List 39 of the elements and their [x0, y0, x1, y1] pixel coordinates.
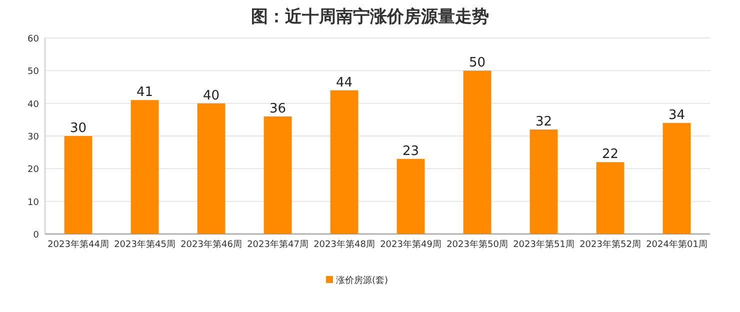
bar	[64, 136, 92, 234]
x-tick-label: 2023年第47周	[247, 239, 308, 250]
data-label: 23	[402, 144, 420, 159]
x-tick-label: 2023年第45周	[114, 239, 176, 250]
x-tick-label: 2023年第51周	[513, 239, 574, 250]
bar	[396, 158, 425, 234]
y-tick-label: 30	[28, 132, 40, 142]
data-label: 22	[602, 147, 619, 162]
data-label: 32	[535, 114, 552, 130]
x-tick-label: 2023年第44周	[48, 239, 109, 250]
data-label: 30	[70, 121, 87, 136]
data-label: 36	[269, 101, 286, 116]
x-tick-label: 2023年第50周	[446, 239, 508, 250]
bar	[197, 103, 226, 234]
data-label: 50	[468, 56, 486, 71]
y-tick-label: 40	[28, 100, 40, 110]
bar	[130, 100, 159, 234]
y-tick-label: 0	[33, 230, 40, 240]
x-tick-label: 2023年第46周	[180, 239, 242, 250]
y-tick-label: 50	[28, 67, 40, 78]
x-tick-label: 2023年第48周	[314, 239, 375, 250]
bar	[662, 122, 691, 234]
y-tick-label: 60	[28, 34, 40, 44]
chart-title: 图：近十周南宁涨价房源量走势	[251, 7, 489, 27]
data-label: 44	[336, 75, 353, 90]
bar	[530, 129, 558, 234]
bar	[264, 116, 292, 234]
legend-label: 涨价房源(套)	[336, 275, 388, 286]
bar	[330, 90, 358, 234]
data-label: 34	[668, 108, 686, 123]
x-tick-label: 2023年第52周	[580, 239, 641, 250]
x-tick-label: 2023年第49周	[380, 239, 442, 250]
y-tick-label: 10	[28, 198, 40, 208]
bar	[596, 162, 624, 234]
y-tick-label: 20	[28, 165, 40, 176]
bar	[463, 70, 492, 234]
data-label: 40	[202, 88, 220, 104]
x-tick-label: 2024年第01周	[646, 239, 708, 250]
data-label: 41	[136, 85, 154, 100]
